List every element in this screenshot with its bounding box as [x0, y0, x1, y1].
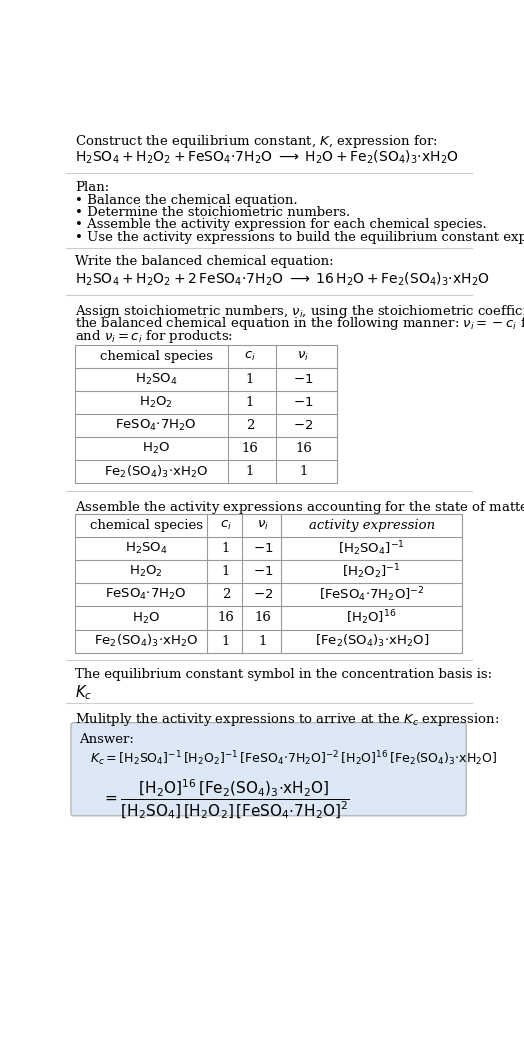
Text: • Determine the stoichiometric numbers.: • Determine the stoichiometric numbers. — [75, 207, 350, 219]
Text: $\mathrm{H_2SO_4 + H_2O_2 + 2\,FeSO_4{\cdot}7H_2O \;\longrightarrow\; 16\,H_2O +: $\mathrm{H_2SO_4 + H_2O_2 + 2\,FeSO_4{\c… — [75, 271, 489, 288]
Text: $K_c = [\mathrm{H_2SO_4}]^{-1}\,[\mathrm{H_2O_2}]^{-1}\,[\mathrm{FeSO_4{\cdot}7H: $K_c = [\mathrm{H_2SO_4}]^{-1}\,[\mathrm… — [90, 750, 497, 769]
Text: the balanced chemical equation in the following manner: $\nu_i = -c_i$ for react: the balanced chemical equation in the fo… — [75, 315, 524, 333]
Text: $c_i$: $c_i$ — [220, 519, 232, 532]
Text: $[\mathrm{FeSO_4{\cdot}7H_2O}]^{-2}$: $[\mathrm{FeSO_4{\cdot}7H_2O}]^{-2}$ — [319, 585, 424, 604]
Text: • Balance the chemical equation.: • Balance the chemical equation. — [75, 194, 298, 207]
Text: 16: 16 — [295, 442, 312, 455]
Text: 16: 16 — [217, 611, 234, 625]
Text: $\nu_i$: $\nu_i$ — [257, 519, 269, 532]
Text: $-1$: $-1$ — [253, 565, 274, 578]
Text: $\nu_i$: $\nu_i$ — [298, 349, 309, 363]
Text: $\mathrm{H_2O}$: $\mathrm{H_2O}$ — [142, 441, 170, 456]
Text: 2: 2 — [222, 588, 230, 602]
Text: $\mathrm{H_2O_2}$: $\mathrm{H_2O_2}$ — [129, 564, 163, 579]
Text: $\mathrm{H_2SO_4 + H_2O_2 + FeSO_4{\cdot}7H_2O \;\longrightarrow\; H_2O + Fe_2(S: $\mathrm{H_2SO_4 + H_2O_2 + FeSO_4{\cdot… — [75, 148, 458, 166]
Text: Write the balanced chemical equation:: Write the balanced chemical equation: — [75, 256, 333, 268]
Text: $K_c$: $K_c$ — [75, 683, 92, 702]
Text: 1: 1 — [246, 396, 254, 409]
Text: 1: 1 — [246, 372, 254, 386]
Text: $-2$: $-2$ — [253, 588, 273, 602]
Text: $-1$: $-1$ — [253, 542, 274, 555]
Text: chemical species: chemical species — [100, 349, 213, 363]
Text: $\mathrm{Fe_2(SO_4)_3{\cdot}xH_2O}$: $\mathrm{Fe_2(SO_4)_3{\cdot}xH_2O}$ — [94, 633, 198, 649]
Text: 1: 1 — [222, 542, 230, 555]
Text: 1: 1 — [299, 465, 308, 478]
FancyBboxPatch shape — [71, 723, 466, 816]
Text: and $\nu_i = c_i$ for products:: and $\nu_i = c_i$ for products: — [75, 328, 233, 344]
Text: 1: 1 — [259, 634, 267, 648]
Text: Assign stoichiometric numbers, $\nu_i$, using the stoichiometric coefficients, $: Assign stoichiometric numbers, $\nu_i$, … — [75, 304, 524, 320]
Text: 1: 1 — [222, 634, 230, 648]
Text: activity expression: activity expression — [309, 519, 435, 532]
Text: • Use the activity expressions to build the equilibrium constant expression.: • Use the activity expressions to build … — [75, 231, 524, 244]
Text: $\mathrm{Fe_2(SO_4)_3{\cdot}xH_2O}$: $\mathrm{Fe_2(SO_4)_3{\cdot}xH_2O}$ — [104, 463, 208, 480]
Text: $[\mathrm{Fe_2(SO_4)_3{\cdot}xH_2O}]$: $[\mathrm{Fe_2(SO_4)_3{\cdot}xH_2O}]$ — [314, 633, 429, 649]
Text: $-1$: $-1$ — [293, 372, 313, 386]
Text: $[\mathrm{H_2O_2}]^{-1}$: $[\mathrm{H_2O_2}]^{-1}$ — [343, 562, 401, 581]
Text: Assemble the activity expressions accounting for the state of matter and $\nu_i$: Assemble the activity expressions accoun… — [75, 499, 524, 515]
Text: $[\mathrm{H_2SO_4}]^{-1}$: $[\mathrm{H_2SO_4}]^{-1}$ — [338, 539, 405, 558]
Bar — [75, 344, 337, 483]
Bar — [75, 514, 462, 653]
Text: $[\mathrm{H_2O}]^{16}$: $[\mathrm{H_2O}]^{16}$ — [346, 609, 397, 627]
Text: 1: 1 — [246, 465, 254, 478]
Text: 2: 2 — [246, 419, 254, 432]
Text: $\mathrm{H_2SO_4}$: $\mathrm{H_2SO_4}$ — [135, 371, 178, 387]
Text: $\mathrm{H_2O_2}$: $\mathrm{H_2O_2}$ — [139, 395, 173, 410]
Text: $c_i$: $c_i$ — [244, 349, 256, 363]
Text: Plan:: Plan: — [75, 180, 109, 194]
Text: $-2$: $-2$ — [293, 419, 313, 432]
Text: $\mathrm{H_2O}$: $\mathrm{H_2O}$ — [132, 610, 160, 626]
Text: Answer:: Answer: — [80, 732, 134, 746]
Text: Construct the equilibrium constant, $K$, expression for:: Construct the equilibrium constant, $K$,… — [75, 132, 438, 150]
Text: 1: 1 — [222, 565, 230, 578]
Text: • Assemble the activity expression for each chemical species.: • Assemble the activity expression for e… — [75, 218, 487, 232]
Text: The equilibrium constant symbol in the concentration basis is:: The equilibrium constant symbol in the c… — [75, 668, 492, 681]
Text: $\mathrm{FeSO_4{\cdot}7H_2O}$: $\mathrm{FeSO_4{\cdot}7H_2O}$ — [115, 418, 197, 433]
Text: $-1$: $-1$ — [293, 396, 313, 409]
Text: Mulitply the activity expressions to arrive at the $K_c$ expression:: Mulitply the activity expressions to arr… — [75, 711, 499, 728]
Text: $\mathrm{FeSO_4{\cdot}7H_2O}$: $\mathrm{FeSO_4{\cdot}7H_2O}$ — [105, 587, 187, 603]
Text: 16: 16 — [255, 611, 271, 625]
Text: $\mathrm{H_2SO_4}$: $\mathrm{H_2SO_4}$ — [125, 541, 168, 556]
Text: 16: 16 — [242, 442, 258, 455]
Text: $= \dfrac{[\mathrm{H_2O}]^{16}\,[\mathrm{Fe_2(SO_4)_3{\cdot}xH_2O}]}{[\mathrm{H_: $= \dfrac{[\mathrm{H_2O}]^{16}\,[\mathrm… — [102, 777, 350, 821]
Text: chemical species: chemical species — [90, 519, 203, 532]
